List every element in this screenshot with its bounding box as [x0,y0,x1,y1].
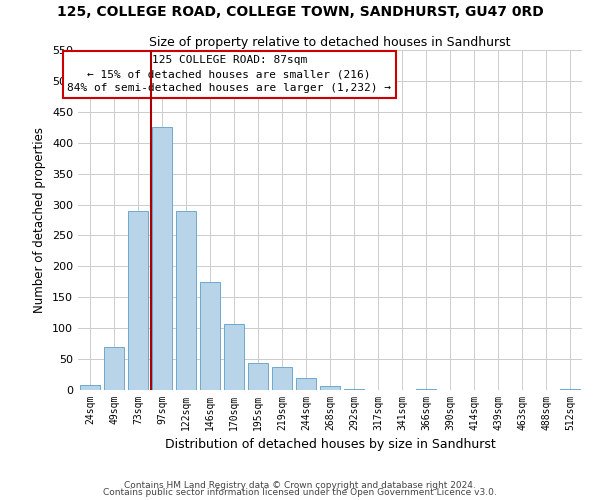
Bar [272,366,292,390]
Y-axis label: Number of detached properties: Number of detached properties [34,127,46,313]
Bar [128,210,148,390]
Bar [224,324,244,390]
Bar [320,386,340,390]
Bar [176,210,196,390]
Text: 125 COLLEGE ROAD: 87sqm
← 15% of detached houses are smaller (216)
84% of semi-d: 125 COLLEGE ROAD: 87sqm ← 15% of detache… [67,55,391,93]
X-axis label: Distribution of detached houses by size in Sandhurst: Distribution of detached houses by size … [164,438,496,452]
Bar [248,364,268,390]
Title: Size of property relative to detached houses in Sandhurst: Size of property relative to detached ho… [149,36,511,49]
Bar [152,128,172,390]
Text: Contains public sector information licensed under the Open Government Licence v3: Contains public sector information licen… [103,488,497,497]
Text: Contains HM Land Registry data © Crown copyright and database right 2024.: Contains HM Land Registry data © Crown c… [124,480,476,490]
Bar [296,378,316,390]
Text: 125, COLLEGE ROAD, COLLEGE TOWN, SANDHURST, GU47 0RD: 125, COLLEGE ROAD, COLLEGE TOWN, SANDHUR… [56,5,544,19]
Bar [104,346,124,390]
Bar [80,385,100,390]
Bar [560,389,580,390]
Bar [416,389,436,390]
Bar [200,282,220,390]
Bar [344,389,364,390]
